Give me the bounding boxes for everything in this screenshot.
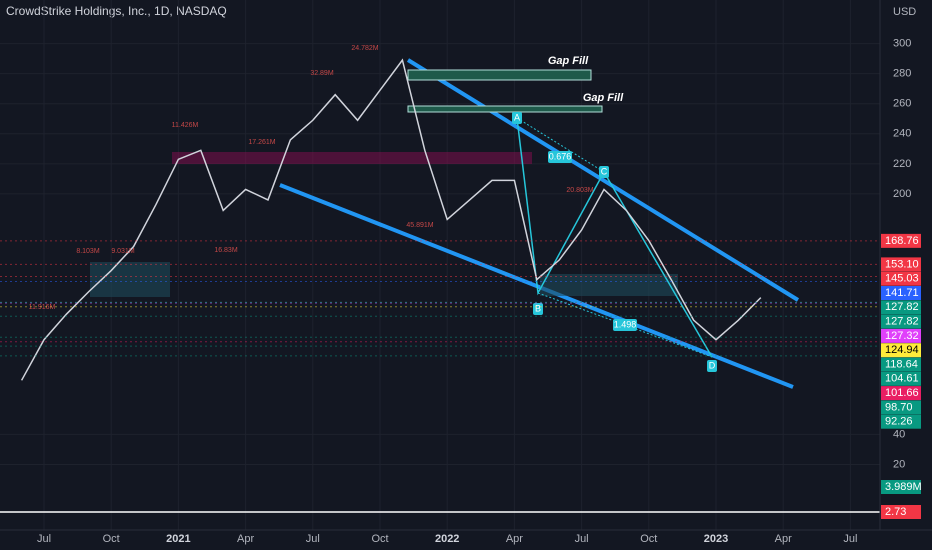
gap-box [407, 69, 592, 81]
price-tag [881, 314, 921, 329]
pattern-label-bg [707, 360, 717, 372]
harmonic-dash [516, 117, 605, 173]
volume-label: 8.103M [76, 248, 100, 255]
y-tick-label: 40 [893, 428, 905, 440]
price-tag-label: 104.61 [885, 373, 919, 385]
indicator-tag-label: 3.989M [885, 481, 922, 493]
x-tick-label: Oct [103, 533, 120, 545]
price-tag [881, 271, 921, 286]
pattern-label: 1.498 [614, 319, 637, 329]
volume-label: 32.89M [310, 70, 334, 77]
price-tag-label: 98.70 [885, 401, 913, 413]
indicator-tag [881, 505, 921, 519]
price-tag-label: 168.76 [885, 235, 919, 247]
currency: USD [893, 6, 916, 18]
volume-label: 11.916M [29, 304, 56, 311]
indicator-tag-label: 2.73 [885, 506, 906, 518]
y-tick-label: 300 [893, 37, 911, 49]
price-line [20, 58, 762, 381]
x-tick-label: Apr [506, 533, 523, 545]
indicator-tag [881, 480, 921, 494]
volume-label: 45.891M [406, 222, 433, 229]
harmonic [516, 117, 713, 358]
price-tag [881, 343, 921, 358]
price-tag-label: 92.26 [885, 416, 913, 428]
price-tag-label: 124.94 [885, 344, 919, 356]
x-tick-label: 2023 [704, 533, 728, 545]
price-tag-label: 153.10 [885, 258, 919, 270]
channel-upper [406, 58, 800, 302]
volume-label: 9.031M [111, 248, 135, 255]
pattern-label: C [601, 166, 608, 176]
volume-label: 17.261M [248, 139, 275, 146]
y-tick-label: 240 [893, 128, 911, 140]
price-tag [881, 257, 921, 272]
price-tag-label: 101.66 [885, 387, 919, 399]
price-tag-label: 141.71 [885, 287, 919, 299]
pattern-label-bg [533, 303, 543, 315]
pattern-label-bg [512, 112, 522, 124]
x-tick-label: Jul [575, 533, 589, 545]
y-tick-label: 260 [893, 98, 911, 110]
x-tick-label: Apr [775, 533, 792, 545]
pattern-label: B [535, 303, 541, 313]
x-tick-label: Oct [640, 533, 657, 545]
price-tag-label: 127.82 [885, 301, 919, 313]
volume-label: 20.803M [566, 187, 593, 194]
price-tag [881, 328, 921, 343]
pattern-label: 0.676 [549, 151, 572, 161]
x-tick-label: Apr [237, 533, 254, 545]
zone [540, 274, 678, 296]
price-tag [881, 286, 921, 301]
price-tag [881, 371, 921, 386]
price-tag [881, 233, 921, 248]
volume-label: 24.782M [351, 45, 378, 52]
x-tick-label: Jul [306, 533, 320, 545]
price-tag-label: 118.64 [885, 358, 918, 370]
x-tick-label: Jul [843, 533, 857, 545]
volume-label: 16.83M [214, 247, 238, 254]
zone [172, 152, 532, 164]
y-tick-label: 220 [893, 158, 911, 170]
price-tag-label: 127.82 [885, 316, 919, 328]
volume-label: 11.426M [172, 122, 199, 129]
x-tick-label: Jul [37, 533, 51, 545]
chart-title: CrowdStrike Holdings, Inc., 1D, NASDAQ [6, 4, 227, 18]
gap-box [407, 105, 603, 113]
price-tag [881, 414, 921, 429]
x-tick-label: Oct [371, 533, 388, 545]
pattern-label-bg [548, 151, 572, 163]
price-tag-label: 127.32 [885, 330, 919, 342]
pattern-label-bg [613, 319, 637, 331]
price-tag [881, 386, 921, 401]
gap-label: Gap Fill [583, 92, 624, 104]
price-tag [881, 357, 921, 372]
pattern-label-bg [599, 166, 609, 178]
x-tick-label: 2022 [435, 533, 459, 545]
y-tick-label: 20 [893, 458, 905, 470]
x-tick-label: 2021 [166, 533, 190, 545]
y-tick-label: 200 [893, 188, 911, 200]
pattern-label: D [709, 360, 716, 370]
gap-label: Gap Fill [548, 55, 589, 67]
zone [90, 262, 170, 297]
pattern-label: A [514, 112, 520, 122]
y-tick-label: 280 [893, 68, 911, 80]
price-tag-label: 145.03 [885, 273, 919, 285]
price-tag [881, 300, 921, 315]
price-tag [881, 400, 921, 415]
